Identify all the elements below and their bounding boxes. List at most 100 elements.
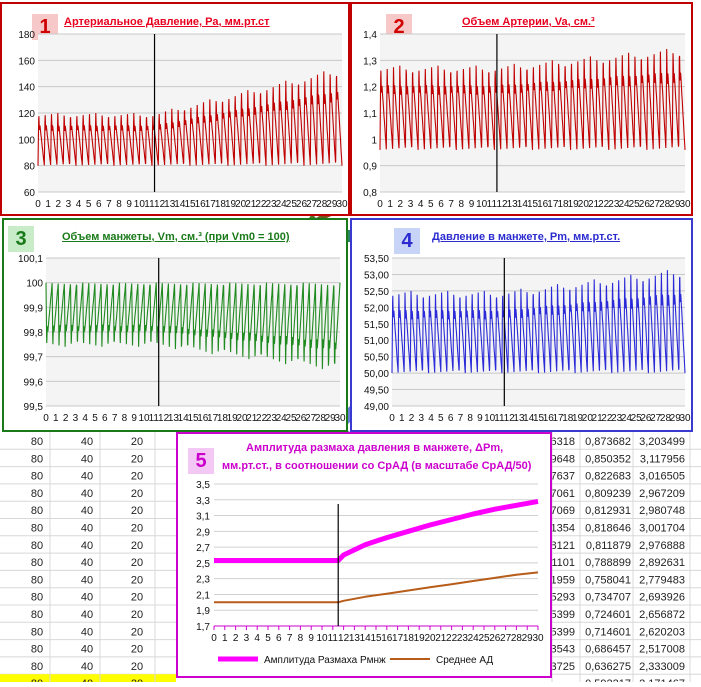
panel-cuff-pressure: 4 Давление в манжете, Pm, мм.рт.ст. 49,0…: [350, 218, 693, 432]
x-tick-label: 15: [187, 413, 199, 424]
x-tick-label: 30: [334, 413, 346, 424]
table-cell: 40: [81, 626, 93, 638]
table-cell: 2,980748: [639, 505, 685, 517]
panel-title-line1: Амплитуда размаха давления в манжете, ΔP…: [246, 442, 504, 454]
x-tick-label: 22: [598, 199, 610, 210]
table-cell: 2,976888: [639, 540, 685, 552]
table-cell: 0,636275: [585, 661, 631, 673]
panel-amplitude-vs-map: 5 Амплитуда размаха давления в манжете, …: [176, 432, 552, 678]
x-tick-label: 15: [527, 199, 539, 210]
y-tick-label: 120: [18, 109, 35, 120]
x-tick-label: 18: [557, 199, 569, 210]
x-tick-label: 4: [254, 633, 260, 644]
y-tick-label: 140: [18, 83, 35, 94]
x-tick-label: 11: [149, 413, 160, 424]
table-cell: 2,656872: [639, 609, 685, 621]
table-cell: 20: [131, 661, 143, 673]
y-tick-label: 99,5: [24, 402, 44, 413]
table-cell: 1101: [551, 557, 575, 569]
y-tick-label: 180: [18, 30, 35, 41]
y-tick-label: 99,6: [24, 377, 44, 388]
x-tick-label: 9: [477, 413, 483, 424]
table-cell: 0,788899: [585, 557, 631, 569]
x-tick-label: 12: [338, 633, 350, 644]
y-tick-label: 2,9: [196, 527, 210, 538]
table-cell: 0,822683: [585, 471, 631, 483]
table-cell: 20: [131, 644, 143, 656]
x-tick-label: 14: [360, 633, 372, 644]
x-tick-label: 14: [517, 199, 529, 210]
x-tick-label: 18: [562, 413, 574, 424]
table-cell: 20: [131, 488, 143, 500]
table-cell: 3,001704: [639, 523, 685, 535]
table-cell: 5399: [551, 626, 575, 638]
legend-label: Амплитуда Размаха Рмнж: [264, 655, 386, 666]
table-cell: 3,016505: [639, 471, 685, 483]
x-tick-label: 13: [164, 199, 176, 210]
table-cell: 0,809239: [585, 488, 631, 500]
y-tick-label: 60: [24, 188, 36, 199]
x-tick-label: 20: [235, 199, 247, 210]
table-cell: 20: [131, 471, 143, 483]
table-cell: 0,811879: [586, 540, 631, 552]
x-tick-label: 4: [76, 199, 82, 210]
x-tick-label: 5: [92, 413, 98, 424]
table-cell: 80: [31, 436, 43, 448]
table-cell: 80: [31, 644, 43, 656]
x-tick-label: 1: [222, 633, 228, 644]
x-tick-label: 17: [392, 633, 404, 644]
x-tick-label: 4: [82, 413, 88, 424]
x-tick-label: 15: [370, 633, 382, 644]
table-cell: 40: [81, 644, 93, 656]
x-tick-label: 27: [305, 413, 317, 424]
x-tick-label: 29: [670, 413, 682, 424]
table-cell: 40: [81, 574, 93, 586]
x-tick-label: 7: [106, 199, 112, 210]
table-cell: 0,818646: [585, 523, 631, 535]
y-tick-label: 3,1: [196, 512, 210, 523]
table-cell: 20: [131, 557, 143, 569]
x-tick-label: 3: [419, 413, 425, 424]
x-tick-label: 26: [640, 413, 652, 424]
x-tick-label: 30: [336, 199, 348, 210]
x-tick-label: 24: [621, 413, 633, 424]
x-tick-label: 23: [608, 199, 620, 210]
x-tick-label: 18: [217, 413, 229, 424]
y-tick-label: 99,9: [24, 303, 44, 314]
table-cell: 2,967209: [639, 488, 685, 500]
table-cell: 5399: [551, 609, 575, 621]
y-tick-label: 0,8: [363, 188, 377, 199]
table-cell: 80: [31, 661, 43, 673]
artery-volume-chart: 0,80,911,11,21,31,40 1 2 3 4 5 6 7 8 9 10 11 12 13 14 1…: [363, 30, 691, 210]
x-tick-label: 28: [660, 413, 672, 424]
x-tick-label: 26: [295, 413, 307, 424]
x-tick-label: 22: [256, 413, 268, 424]
y-tick-label: 2,5: [196, 559, 210, 570]
x-tick-label: 13: [168, 413, 180, 424]
x-tick-label: 16: [543, 413, 555, 424]
x-tick-label: 24: [276, 199, 288, 210]
x-tick-label: 24: [618, 199, 630, 210]
panel-title: Артериальное Давление, Pa, мм.рт.ст: [64, 16, 270, 28]
x-tick-label: 0: [43, 413, 49, 424]
table-cell: 0,686457: [585, 644, 631, 656]
x-tick-label: 12: [158, 413, 170, 424]
x-tick-label: 23: [611, 413, 623, 424]
table-cell: 20: [131, 626, 143, 638]
x-tick-label: 30: [679, 413, 691, 424]
table-cell: 2,333009: [639, 661, 685, 673]
x-tick-label: 25: [631, 413, 643, 424]
x-tick-label: 6: [96, 199, 102, 210]
x-tick-label: 13: [513, 413, 525, 424]
x-tick-label: 8: [116, 199, 122, 210]
x-tick-label: 12: [504, 413, 516, 424]
y-tick-label: 99,8: [24, 328, 44, 339]
x-tick-label: 30: [532, 633, 544, 644]
x-tick-label: 9: [126, 199, 132, 210]
x-tick-label: 3: [66, 199, 72, 210]
table-cell: 0,592217: [585, 678, 631, 682]
x-tick-label: 16: [381, 633, 393, 644]
x-tick-label: 12: [496, 199, 508, 210]
x-tick-label: 5: [86, 199, 92, 210]
